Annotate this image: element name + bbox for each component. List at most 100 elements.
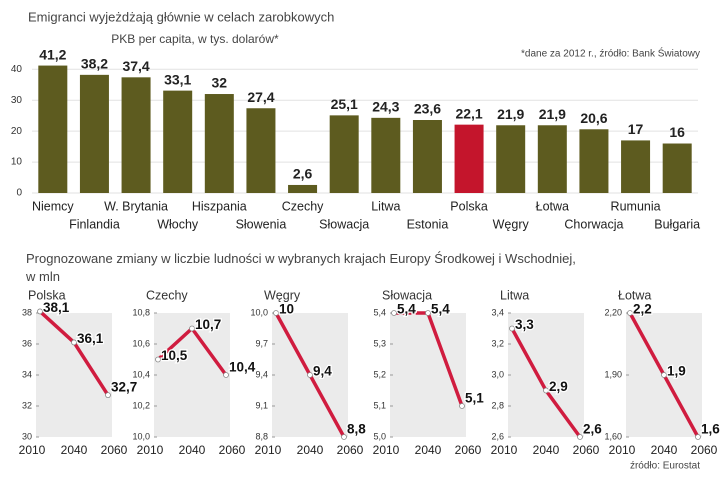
x-tick-label: 2010 bbox=[491, 443, 518, 457]
section-title: Prognozowane zmiany w liczbie ludności w… bbox=[26, 251, 576, 284]
x-tick-label: 2060 bbox=[101, 443, 128, 457]
y-tick-label: 9,7 bbox=[255, 338, 268, 348]
value-label: 38,2 bbox=[81, 56, 108, 72]
x-tick-label: W. Brytania bbox=[104, 199, 168, 213]
plot-background bbox=[154, 313, 230, 437]
y-tick-label: 10,0 bbox=[132, 431, 150, 441]
point bbox=[577, 434, 583, 440]
point bbox=[273, 310, 279, 316]
x-tick-label: 2060 bbox=[455, 443, 482, 457]
value-label: 2,9 bbox=[549, 379, 568, 394]
x-tick-label: 2040 bbox=[651, 443, 678, 457]
value-label: 21,9 bbox=[539, 106, 566, 122]
value-label: 21,9 bbox=[497, 106, 524, 122]
y-tick-label: 10 bbox=[11, 157, 23, 168]
x-tick-label: 2010 bbox=[609, 443, 636, 457]
value-label: 1,9 bbox=[667, 364, 686, 379]
y-tick-label: 5,3 bbox=[373, 338, 386, 348]
y-tick-label: 2,6 bbox=[491, 431, 504, 441]
y-tick-label: 30 bbox=[22, 431, 32, 441]
y-tick-label: 5,1 bbox=[373, 400, 386, 410]
y-tick-label: 38 bbox=[22, 307, 32, 317]
point bbox=[37, 308, 43, 315]
value-label: 32 bbox=[212, 75, 228, 91]
value-label: 10,7 bbox=[195, 317, 221, 332]
y-tick-label: 40 bbox=[11, 64, 23, 75]
x-tick-label: Czechy bbox=[282, 199, 324, 213]
y-tick-label: 3,4 bbox=[491, 307, 504, 317]
bar bbox=[537, 125, 567, 193]
x-tick-label: 2060 bbox=[573, 443, 600, 457]
value-label: 25,1 bbox=[331, 96, 358, 112]
x-tick-label: Bułgaria bbox=[654, 217, 700, 231]
value-label: 16 bbox=[669, 124, 685, 140]
panel-title: Słowacja bbox=[382, 288, 432, 302]
x-tick-label: 2060 bbox=[219, 443, 246, 457]
panel-title: Czechy bbox=[146, 288, 188, 302]
y-tick-label: 5,4 bbox=[373, 307, 386, 317]
x-tick-label: 2040 bbox=[61, 443, 88, 457]
x-tick-label: Łotwa bbox=[536, 199, 569, 213]
value-label: 17 bbox=[628, 121, 644, 137]
bar bbox=[371, 117, 401, 193]
value-label: 38,1 bbox=[43, 300, 70, 315]
value-label: 27,4 bbox=[247, 89, 274, 105]
x-tick-label: Chorwacja bbox=[564, 217, 623, 231]
source: źródło: Eurostat bbox=[630, 461, 700, 472]
panel-title: Polska bbox=[28, 288, 66, 302]
x-tick-label: Finlandia bbox=[69, 217, 120, 231]
point bbox=[661, 372, 667, 378]
value-label: 24,3 bbox=[372, 99, 399, 115]
x-tick-label: 2060 bbox=[337, 443, 364, 457]
x-tick-label: Litwa bbox=[371, 199, 400, 213]
y-tick-label: 34 bbox=[22, 369, 32, 379]
point bbox=[509, 325, 515, 332]
y-tick-label: 10,2 bbox=[132, 400, 150, 410]
point bbox=[425, 310, 431, 316]
point bbox=[155, 356, 161, 363]
value-label: 10,4 bbox=[229, 360, 256, 375]
x-tick-label: Polska bbox=[450, 199, 488, 213]
y-tick-label: 10,4 bbox=[132, 369, 150, 379]
point bbox=[543, 387, 549, 394]
bar bbox=[496, 125, 526, 193]
point bbox=[391, 310, 397, 316]
bar bbox=[38, 65, 68, 193]
bar bbox=[662, 143, 692, 193]
value-label: 32,7 bbox=[111, 380, 137, 395]
y-tick-label: 20 bbox=[11, 126, 23, 137]
y-tick-label: 1,90 bbox=[604, 369, 622, 379]
value-label: 3,3 bbox=[515, 317, 534, 332]
plot-background bbox=[36, 313, 112, 437]
bar bbox=[121, 77, 151, 193]
note: *dane za 2012 r., źródło: Bank Światowy bbox=[521, 47, 700, 60]
bar bbox=[246, 108, 276, 193]
plot-background bbox=[390, 313, 466, 437]
x-tick-label: Hiszpania bbox=[192, 199, 247, 213]
y-tick-label: 9,4 bbox=[255, 369, 268, 379]
value-label: 37,4 bbox=[122, 58, 149, 74]
y-tick-label: 32 bbox=[22, 400, 32, 410]
x-tick-label: Węgry bbox=[493, 217, 530, 231]
bar bbox=[579, 129, 609, 193]
y-tick-label: 10,6 bbox=[132, 338, 150, 348]
y-tick-label: 2,8 bbox=[491, 400, 504, 410]
x-tick-label: 2060 bbox=[691, 443, 718, 457]
point bbox=[459, 403, 465, 409]
bar bbox=[79, 74, 109, 193]
panel-title: Łotwa bbox=[618, 288, 651, 302]
x-tick-label: 2010 bbox=[373, 443, 400, 457]
value-label: 5,1 bbox=[465, 391, 484, 406]
x-tick-label: Włochy bbox=[157, 217, 199, 231]
value-label: 2,6 bbox=[293, 166, 313, 182]
value-label: 33,1 bbox=[164, 71, 191, 87]
y-tick-label: 3,0 bbox=[491, 369, 504, 379]
y-tick-label: 8,8 bbox=[255, 431, 268, 441]
x-tick-label: 2040 bbox=[533, 443, 560, 457]
bar bbox=[329, 115, 359, 193]
value-label: 22,1 bbox=[455, 105, 482, 121]
point bbox=[71, 339, 77, 346]
x-tick-label: Estonia bbox=[407, 217, 449, 231]
value-label: 1,6 bbox=[701, 422, 720, 437]
value-label: 2,6 bbox=[583, 422, 602, 437]
